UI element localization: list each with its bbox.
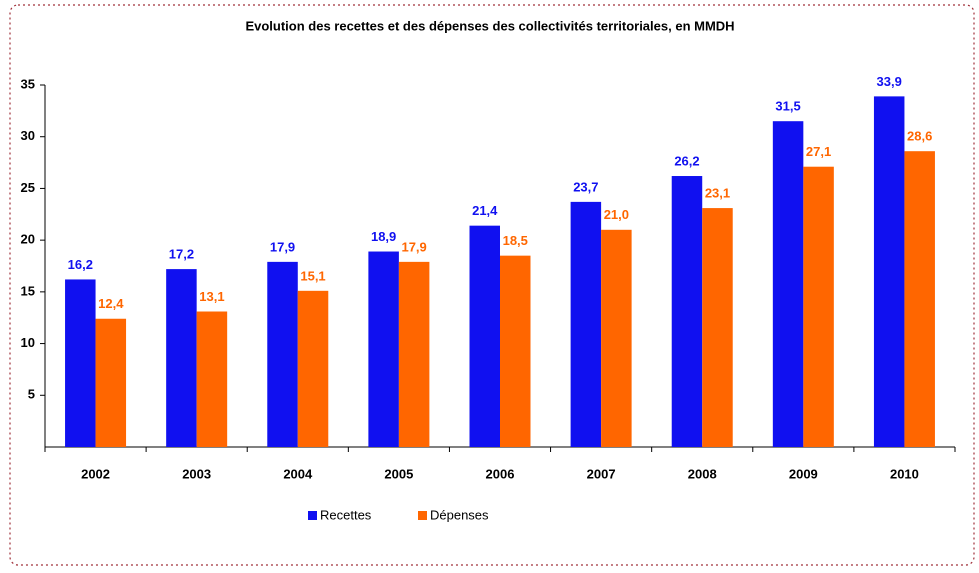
value-label: 16,2 <box>68 257 93 272</box>
value-label: 27,1 <box>806 144 831 159</box>
bar <box>601 229 632 447</box>
legend-label: Dépenses <box>430 507 489 522</box>
chart-border <box>9 4 975 566</box>
legend-swatch <box>308 511 317 520</box>
y-tick-label: 10 <box>21 335 35 350</box>
y-tick-label: 25 <box>21 180 35 195</box>
chart-title: Evolution des recettes et des dépenses d… <box>245 18 734 33</box>
value-label: 21,0 <box>604 207 629 222</box>
x-tick-label: 2002 <box>81 466 110 481</box>
x-tick-label: 2003 <box>182 466 211 481</box>
bar <box>702 208 733 447</box>
x-tick-label: 2006 <box>486 466 515 481</box>
y-tick-label: 30 <box>21 128 35 143</box>
value-label: 31,5 <box>775 99 800 114</box>
value-label: 23,1 <box>705 186 730 201</box>
value-label: 21,4 <box>472 203 498 218</box>
value-label: 33,9 <box>877 74 902 89</box>
bar <box>570 201 602 447</box>
x-tick-label: 2004 <box>283 466 313 481</box>
bar <box>904 151 935 448</box>
bar <box>398 261 430 447</box>
x-tick-label: 2008 <box>688 466 717 481</box>
legend-swatch <box>418 511 427 520</box>
y-tick-label: 20 <box>21 232 35 247</box>
y-tick-label: 5 <box>28 387 35 402</box>
value-label: 18,5 <box>503 233 528 248</box>
x-tick-label: 2010 <box>890 466 919 481</box>
value-label: 15,1 <box>300 268 325 283</box>
bar <box>297 290 329 447</box>
bar <box>803 166 834 448</box>
value-label: 17,9 <box>401 239 426 254</box>
bar <box>65 279 96 447</box>
bar <box>469 225 500 447</box>
bar <box>196 311 228 447</box>
value-label: 28,6 <box>907 129 932 144</box>
bar <box>873 96 905 448</box>
x-tick-label: 2005 <box>384 466 413 481</box>
value-label: 26,2 <box>674 153 699 168</box>
legend-label: Recettes <box>320 507 372 522</box>
bar <box>368 251 399 447</box>
bar <box>671 176 703 447</box>
y-tick-label: 35 <box>21 76 35 91</box>
value-label: 18,9 <box>371 229 396 244</box>
x-tick-label: 2009 <box>789 466 818 481</box>
bar <box>500 255 531 447</box>
value-label: 12,4 <box>98 296 124 311</box>
value-label: 23,7 <box>573 179 598 194</box>
bar <box>772 121 804 447</box>
value-label: 17,9 <box>270 239 295 254</box>
bar <box>267 261 298 447</box>
bar <box>166 269 197 447</box>
y-tick-label: 15 <box>21 283 35 298</box>
bar <box>95 318 127 447</box>
value-label: 17,2 <box>169 247 194 262</box>
x-tick-label: 2007 <box>587 466 616 481</box>
value-label: 13,1 <box>199 289 224 304</box>
